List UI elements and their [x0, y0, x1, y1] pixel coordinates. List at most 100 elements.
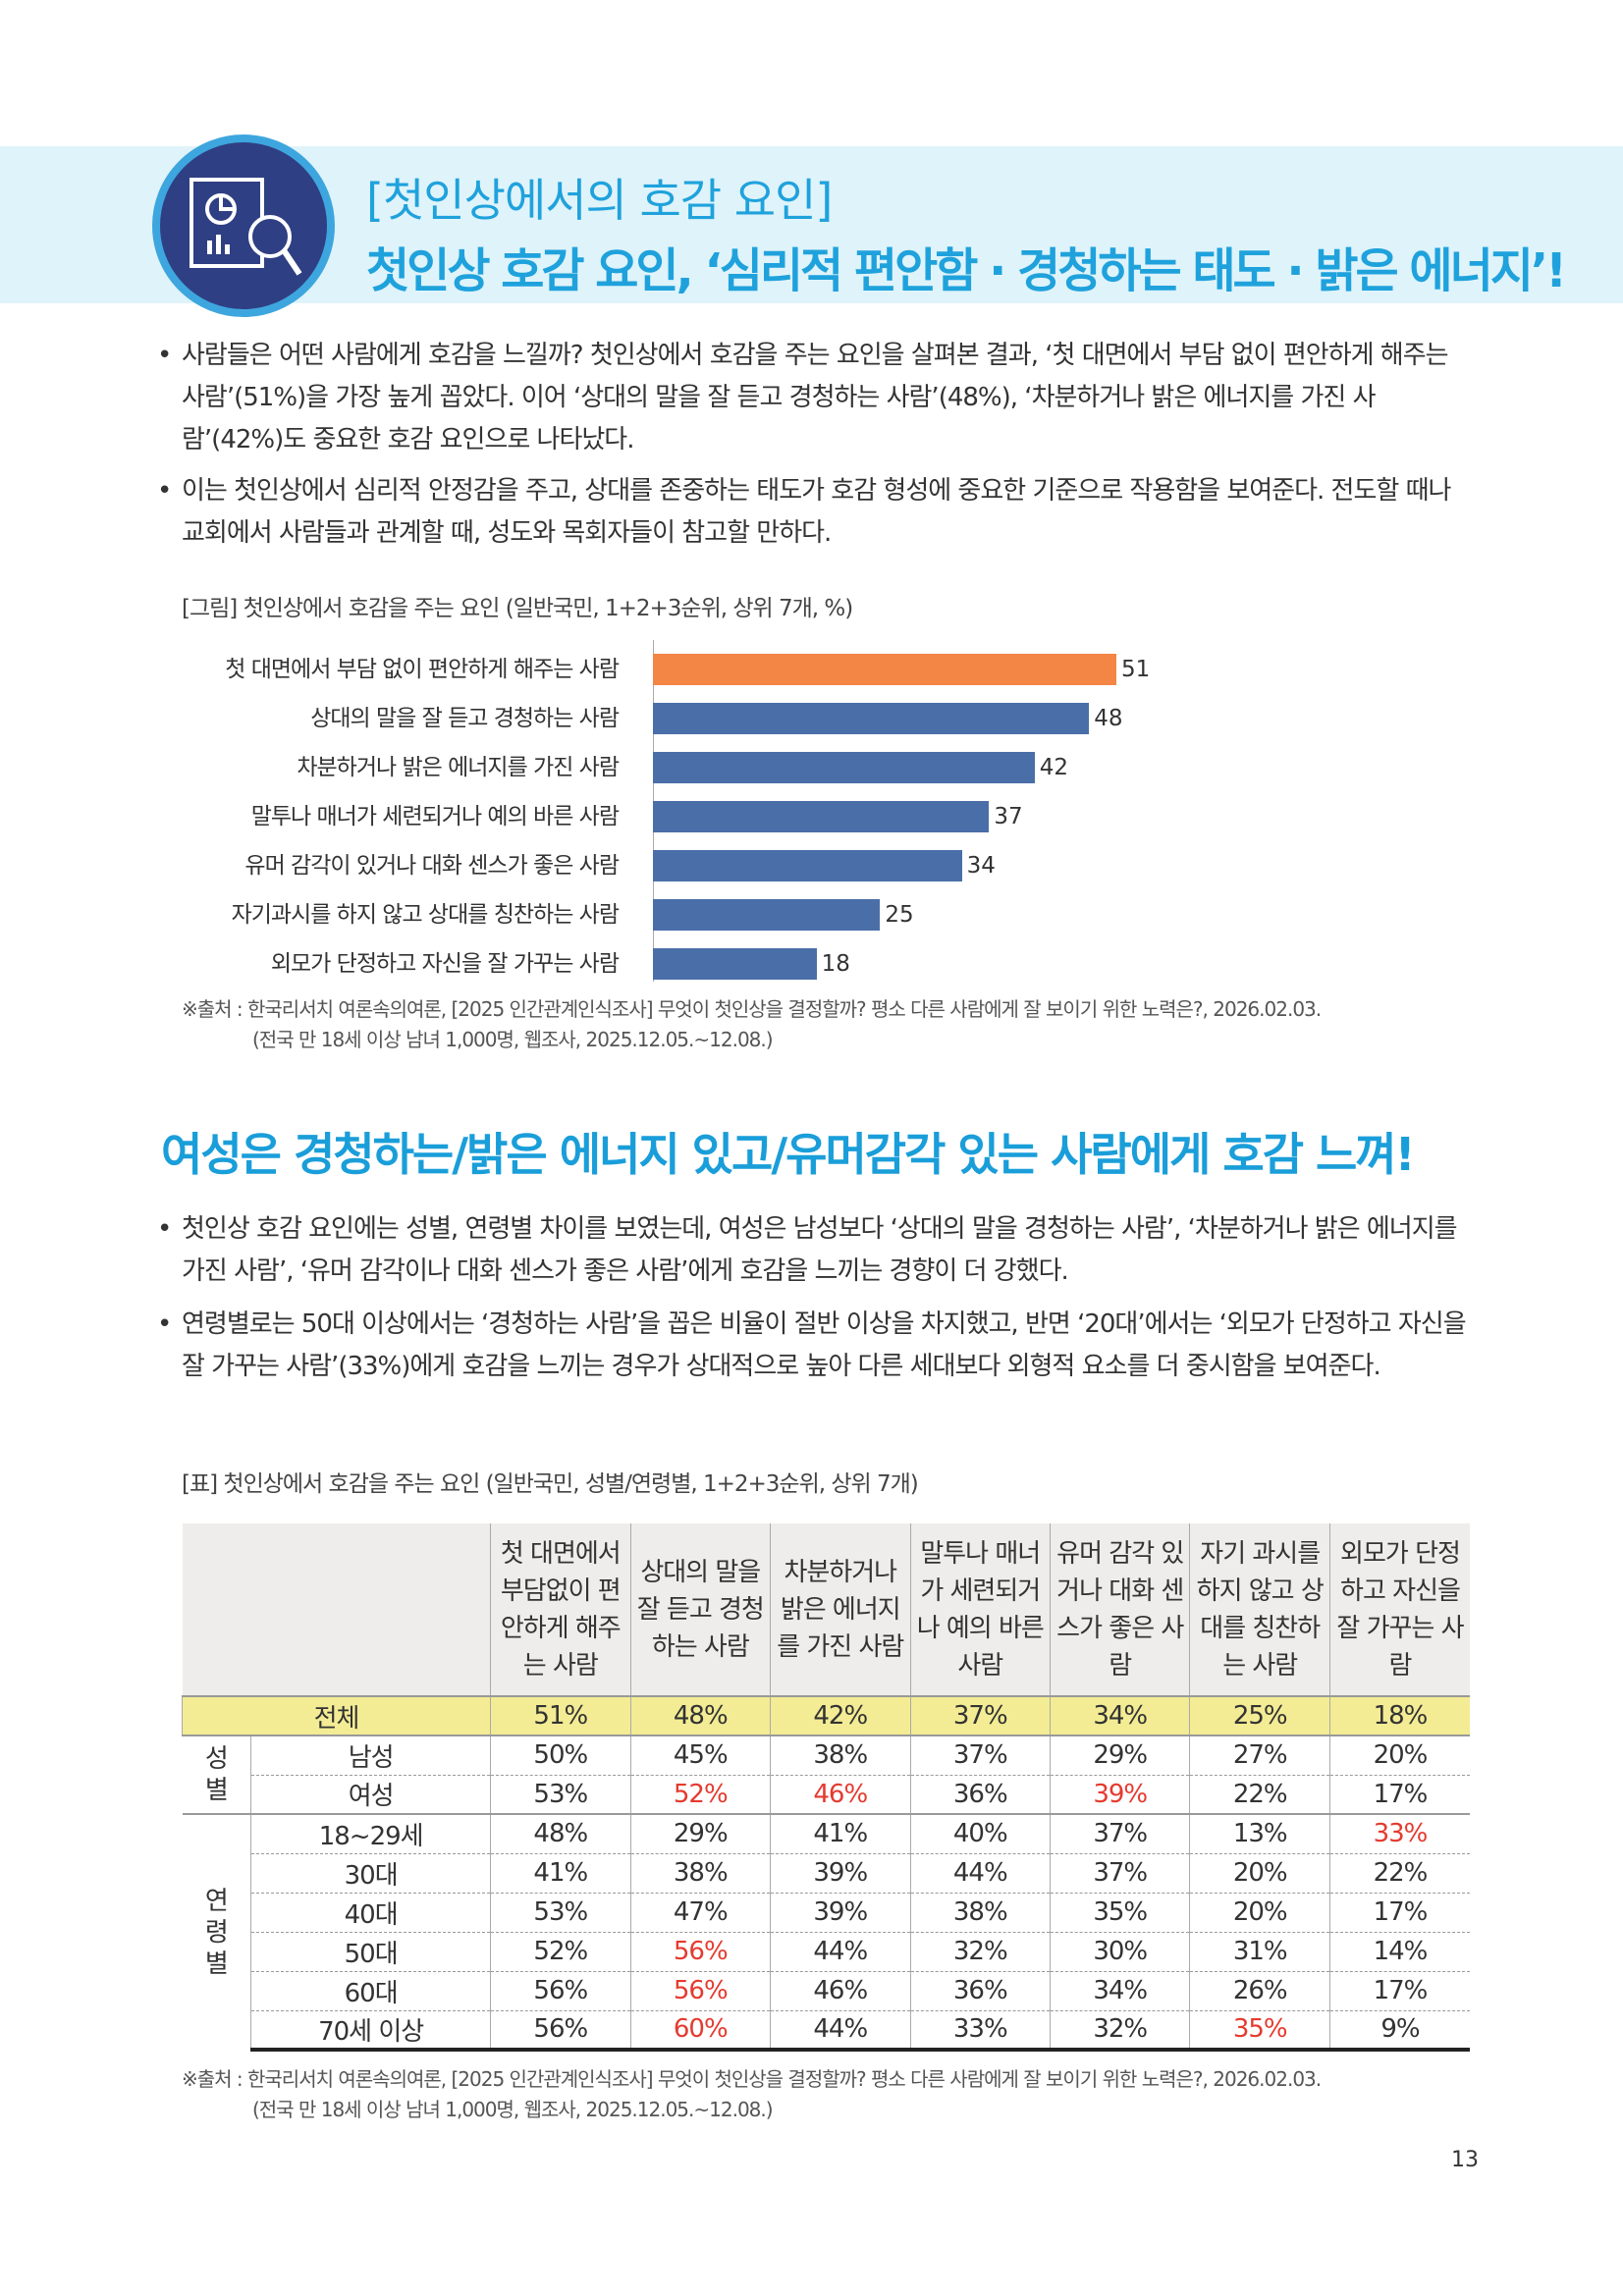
table-cell: 17% [1328, 1774, 1470, 1814]
bullet-paragraph: • 사람들은 어떤 사람에게 호감을 느낄까? 첫인상에서 호감을 주는 요인을 … [157, 341, 1449, 454]
table-row: 60대 56% 56% 46% 36% 34% 26% 17% [183, 1970, 1470, 2010]
table-cell: 53% [490, 1892, 631, 1932]
table-cell: 48% [490, 1813, 631, 1853]
table-row: 여성 53% 52% 46% 36% 39% 22% 17% [183, 1774, 1470, 1814]
bullet-paragraph: • 연령별로는 50대 이상에서는 ‘경청하는 사람’을 꼽은 비율이 절반 이상… [157, 1309, 1467, 1381]
column-header: 상대의 말을 잘 듣고 경청하는 사람 [629, 1523, 771, 1696]
bar [653, 654, 1116, 685]
table-row: 30대 41% 38% 39% 44% 37% 20% 22% [183, 1852, 1470, 1893]
table-cell: 34% [1049, 1695, 1190, 1736]
bar-label: 상대의 말을 잘 듣고 경청하는 사람 [310, 706, 620, 731]
bar-label: 유머 감각이 있거나 대화 센스가 좋은 사람 [244, 853, 620, 879]
table-cell: 39% [770, 1892, 911, 1932]
section-title: [첫인상에서의 호감 요인] [366, 174, 833, 227]
table-row: 연령별 18~29세 48% 29% 41% 40% 37% 13% 33% [182, 1813, 1470, 2050]
table-cell: 9% [1328, 2009, 1470, 2052]
table-cell: 38% [770, 1735, 911, 1775]
table-cell: 20% [1328, 1735, 1470, 1775]
bar-label: 차분하거나 밝은 에너지를 가진 사람 [297, 755, 620, 780]
table-cell: 44% [770, 2009, 911, 2052]
column-header: 자기 과시를 하지 않고 상대를 칭찬하는 사람 [1189, 1523, 1330, 1696]
table-row: 50대 52% 56% 44% 32% 30% 31% 14% [183, 1931, 1470, 1971]
figure-caption: [그림] 첫인상에서 호감을 주는 요인 (일반국민, 1+2+3순위, 상위 … [182, 596, 853, 621]
data-table: 첫 대면에서 부담없이 편안하게 해주는 사람 상대의 말을 잘 듣고 경청하는 … [181, 1523, 1470, 2052]
bar [653, 850, 962, 881]
column-header: 외모가 단정하고 자신을 잘 가꾸는 사람 [1328, 1523, 1470, 1696]
table-cell: 48% [629, 1695, 771, 1736]
table-cell: 30% [1049, 1931, 1190, 1971]
table-cell: 29% [1049, 1735, 1190, 1775]
column-header: 차분하거나 밝은 에너지를 가진 사람 [770, 1523, 911, 1696]
table-cell: 36% [909, 1774, 1051, 1814]
bar-label: 외모가 단정하고 자신을 잘 가꾸는 사람 [270, 951, 620, 977]
table-cell: 47% [629, 1892, 771, 1932]
table-cell: 22% [1189, 1774, 1330, 1814]
table-cell: 44% [909, 1852, 1051, 1893]
bar-value-label: 42 [1039, 755, 1068, 780]
table-cell: 52% [629, 1774, 771, 1814]
table-cell: 34% [1049, 1970, 1190, 2010]
table-cell: 37% [909, 1735, 1051, 1775]
table-cell: 32% [909, 1931, 1051, 1971]
bullet-paragraph: • 첫인상 호감 요인에는 성별, 연령별 차이를 보였는데, 여성은 남성보다 … [157, 1214, 1458, 1286]
bullet-paragraph: • 이는 첫인상에서 심리적 안정감을 주고, 상대를 존중하는 태도가 호감 형… [157, 476, 1451, 548]
table-cell: 39% [770, 1852, 911, 1893]
table-cell: 39% [1049, 1774, 1190, 1814]
table-caption: [표] 첫인상에서 호감을 주는 요인 (일반국민, 성별/연령별, 1+2+3… [182, 1471, 919, 1497]
row-label: 18~29세 [250, 1813, 491, 1853]
table-row-total: 전체 51% 48% 42% 37% 34% 25% 18% [181, 1695, 1470, 1736]
table-cell: 45% [629, 1735, 771, 1775]
table-cell: 38% [909, 1892, 1051, 1932]
table-cell: 46% [770, 1774, 911, 1814]
table-cell: 41% [770, 1813, 911, 1853]
table-cell: 13% [1189, 1813, 1330, 1853]
table-row: 성별 남성 50% 45% 38% 37% 29% 27% 20% [182, 1735, 1470, 1814]
table-cell: 46% [770, 1970, 911, 2010]
group-label: 성별 [182, 1735, 251, 1814]
table-cell: 35% [1189, 2009, 1330, 2052]
table-cell: 41% [490, 1852, 631, 1893]
table-cell: 37% [1049, 1852, 1190, 1893]
group-label: 연령별 [182, 1813, 251, 2050]
bar-value-label: 48 [1094, 706, 1123, 731]
table-cell: 56% [629, 1931, 771, 1971]
table-cell: 42% [770, 1695, 911, 1736]
table-cell: 53% [490, 1774, 631, 1814]
table-cell: 60% [629, 2009, 771, 2052]
table-cell: 36% [909, 1970, 1051, 2010]
bar [653, 703, 1090, 734]
section-heading: 여성은 경청하는/밝은 에너지 있고/유머감각 있는 사람에게 호감 느껴! [161, 1128, 1416, 1181]
page-number: 13 [1451, 2148, 1479, 2172]
bar [653, 801, 990, 832]
bar-value-label: 25 [885, 902, 914, 928]
row-label: 70세 이상 [250, 2009, 491, 2052]
row-label: 60대 [250, 1970, 491, 2010]
table-cell: 14% [1328, 1931, 1470, 1971]
table-cell: 40% [909, 1813, 1051, 1853]
table-cell: 17% [1328, 1892, 1470, 1932]
row-label: 30대 [250, 1852, 491, 1893]
bar-label: 말투나 매너가 세련되거나 예의 바른 사람 [250, 804, 620, 829]
bar-label: 첫 대면에서 부담 없이 편안하게 해주는 사람 [225, 657, 620, 682]
column-header: 첫 대면에서 부담없이 편안하게 해주는 사람 [490, 1523, 631, 1696]
table-cell: 20% [1189, 1892, 1330, 1932]
table-cell: 37% [909, 1695, 1051, 1736]
table-cell: 37% [1049, 1813, 1190, 1853]
column-header: 유머 감각 있거나 대화 센스가 좋은 사람 [1049, 1523, 1190, 1696]
table-cell: 31% [1189, 1931, 1330, 1971]
bar [653, 948, 817, 980]
table-cell: 29% [629, 1813, 771, 1853]
bar-value-label: 18 [821, 951, 850, 977]
table-cell: 20% [1189, 1852, 1330, 1893]
bar-label: 자기과시를 하지 않고 상대를 칭찬하는 사람 [231, 902, 620, 928]
table-cell: 56% [629, 1970, 771, 2010]
row-label: 남성 [250, 1735, 491, 1775]
table-cell: 25% [1189, 1695, 1330, 1736]
column-header: 말투나 매너가 세련되거나 예의 바른 사람 [909, 1523, 1051, 1696]
table-cell: 33% [909, 2009, 1051, 2052]
source-note: ※출처 : 한국리서치 여론속의여론, [2025 인간관계인식조사] 무엇이 … [182, 997, 1322, 1051]
report-magnifier-icon [152, 134, 335, 317]
table-cell: 18% [1328, 1695, 1470, 1736]
table-cell: 50% [490, 1735, 631, 1775]
bar-value-label: 51 [1121, 657, 1151, 682]
